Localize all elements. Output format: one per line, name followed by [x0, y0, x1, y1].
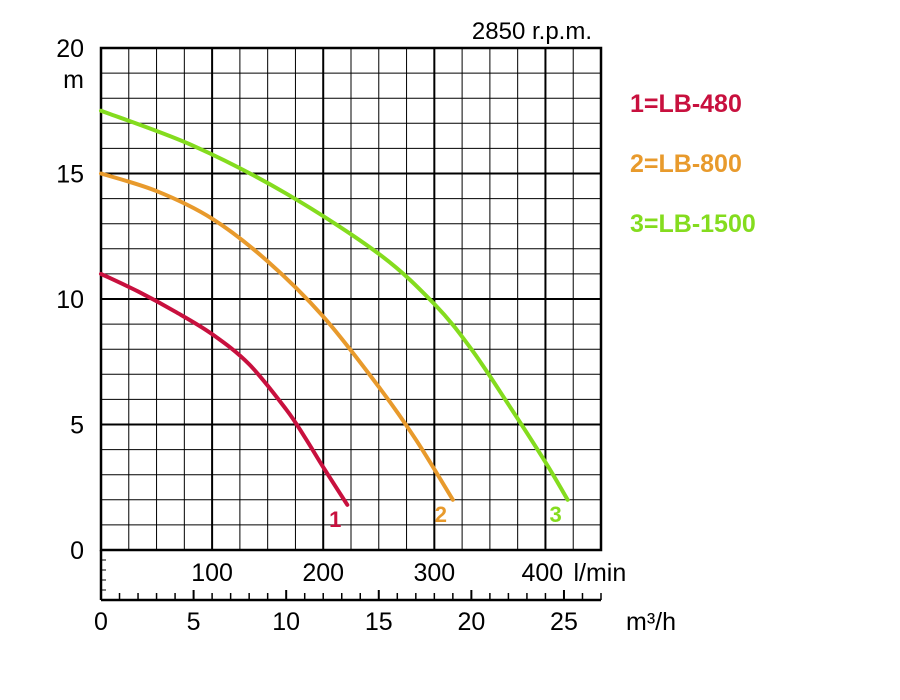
plot-frame [99, 46, 603, 552]
m3h-tick-label: 20 [457, 608, 485, 636]
y-tick-label: 5 [70, 412, 84, 440]
labels-layer: 0 5 10 15 20 m 100 200 300 400 l/min 0 5 10 15 20 25 m³/h… [56, 18, 756, 636]
chart-title-rpm: 2850 r.p.m. [472, 18, 592, 45]
series-line-3 [99, 108, 570, 502]
m3h-tick-label: 25 [550, 608, 578, 636]
curve-end-label: 1 [329, 507, 341, 532]
lpm-tick-label: 400 [521, 559, 563, 587]
lpm-tick-label: 100 [191, 559, 233, 587]
legend-entry: 1=LB-480 [630, 90, 742, 118]
series-line-1 [99, 271, 350, 507]
curves-layer [99, 108, 570, 507]
m3h-tick-label: 15 [365, 608, 393, 636]
m3h-axis-unit: m³/h [626, 608, 676, 636]
chart-grid [99, 46, 603, 602]
y-tick-label: 20 [56, 35, 84, 63]
legend-entry: 2=LB-800 [630, 150, 742, 178]
lpm-tick-label: 200 [302, 559, 344, 587]
m3h-tick-label: 5 [187, 608, 201, 636]
y-tick-label: 10 [56, 286, 84, 314]
legend-entry: 3=LB-1500 [630, 210, 756, 238]
curve-end-label: 2 [435, 502, 447, 527]
lpm-axis-unit: l/min [573, 559, 626, 587]
m3h-tick-label: 10 [272, 608, 300, 636]
y-tick-label: 0 [70, 537, 84, 565]
y-axis-label: m [63, 66, 84, 94]
curve-end-label: 3 [550, 502, 562, 527]
series-line-2 [99, 171, 455, 502]
lpm-tick-label: 300 [413, 559, 455, 587]
y-tick-label: 15 [56, 161, 84, 189]
m3h-tick-label: 0 [94, 608, 108, 636]
